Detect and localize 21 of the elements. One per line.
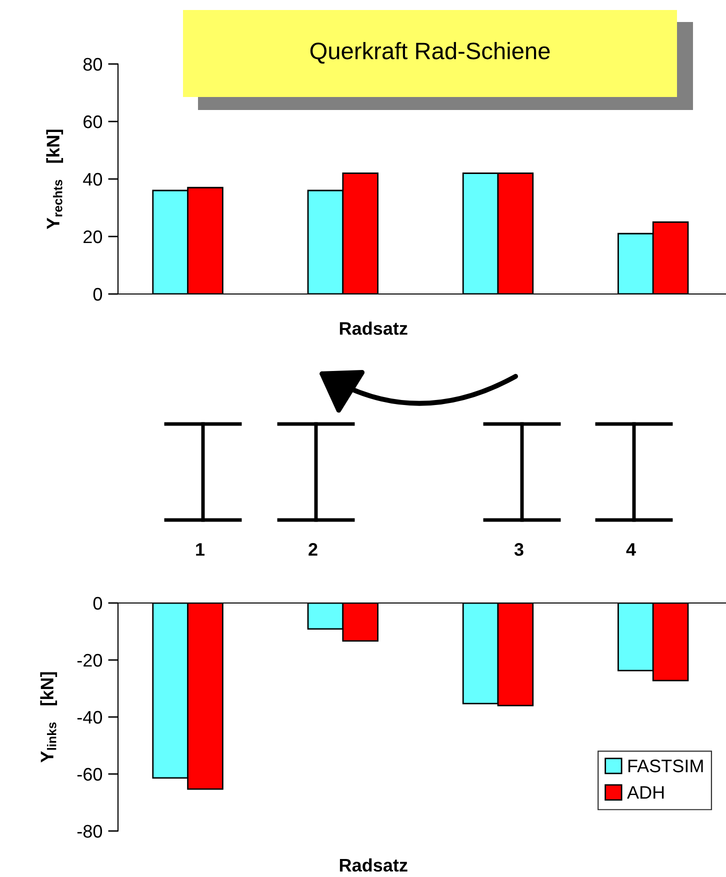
text: 2 — [308, 543, 318, 556]
text: 3 — [514, 543, 524, 556]
text: 1 — [196, 543, 205, 556]
text: Y$_{rechts}$ [kN] — [46, 130, 64, 230]
y-tick-label: 60 — [84, 115, 102, 128]
y-tick-label: 80 — [83, 58, 102, 71]
y-tick-label: -80 — [77, 824, 102, 838]
text: Y$_{links}$ [kN] — [40, 672, 58, 763]
y-tick-label: -60 — [77, 768, 102, 781]
x-axis-title: Radsatz — [340, 858, 408, 872]
x-axis-title: Radsatz — [340, 322, 408, 335]
y-tick-label: 0 — [93, 596, 102, 610]
y-tick-label: 20 — [84, 230, 102, 244]
y-tick-label: 0 — [93, 288, 102, 301]
chart-title: Querkraft Rad-Schiene — [310, 42, 550, 64]
y-tick-label: -40 — [77, 710, 102, 724]
y-tick-label: 40 — [83, 172, 102, 186]
y-tick-label: -20 — [77, 654, 102, 667]
legend-label: ADH — [627, 786, 664, 799]
legend-label: FASTSIM — [628, 760, 703, 772]
text: 4 — [626, 543, 636, 556]
